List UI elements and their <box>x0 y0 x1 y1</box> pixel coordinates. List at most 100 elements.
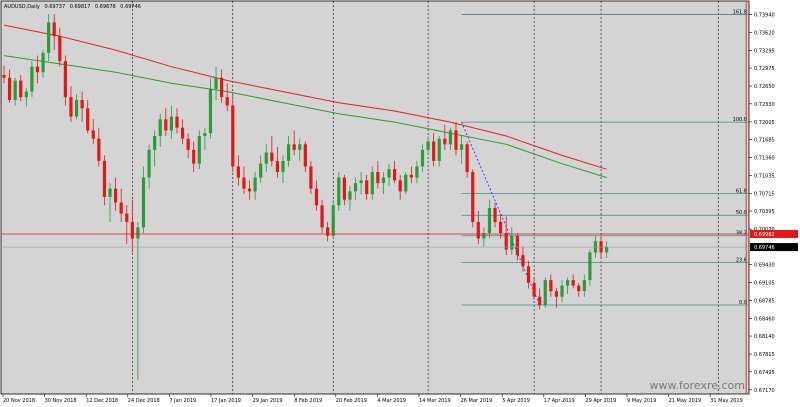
candle-body[interactable] <box>510 235 514 250</box>
candle-body[interactable] <box>515 235 519 256</box>
candle-body[interactable] <box>337 177 341 206</box>
candle-body[interactable] <box>521 255 525 267</box>
candle-body[interactable] <box>538 296 542 306</box>
candle-body[interactable] <box>499 221 503 233</box>
candle-body[interactable] <box>197 135 201 164</box>
candle-body[interactable] <box>80 99 84 109</box>
candle-body[interactable] <box>86 108 90 131</box>
candle-body[interactable] <box>275 160 280 173</box>
candle-body[interactable] <box>348 191 352 200</box>
candle-body[interactable] <box>292 144 296 150</box>
candle-body[interactable] <box>259 163 263 178</box>
candle-body[interactable] <box>398 180 402 192</box>
candle-body[interactable] <box>236 166 240 178</box>
candle-body[interactable] <box>153 135 157 150</box>
candle-body[interactable] <box>465 144 469 173</box>
candle-body[interactable] <box>582 280 586 292</box>
candle-body[interactable] <box>281 160 285 173</box>
candle-body[interactable] <box>147 149 151 178</box>
candle-body[interactable] <box>175 116 179 128</box>
candle-body[interactable] <box>381 177 386 184</box>
candle-body[interactable] <box>415 166 419 178</box>
candle-body[interactable] <box>214 77 218 89</box>
candle-body[interactable] <box>409 174 413 178</box>
candle-body[interactable] <box>24 91 28 98</box>
candle-body[interactable] <box>130 221 134 239</box>
candle-body[interactable] <box>605 246 609 253</box>
candle-body[interactable] <box>326 227 330 236</box>
candle-body[interactable] <box>7 77 12 100</box>
candle-body[interactable] <box>459 144 464 150</box>
candle-body[interactable] <box>549 280 553 292</box>
candle-body[interactable] <box>565 280 570 286</box>
candle-body[interactable] <box>504 232 508 250</box>
candle-body[interactable] <box>158 119 162 136</box>
candle-body[interactable] <box>476 221 480 239</box>
candle-body[interactable] <box>247 188 252 192</box>
candle-body[interactable] <box>108 188 112 197</box>
candle-body[interactable] <box>74 99 79 117</box>
candle-body[interactable] <box>331 205 335 236</box>
candle-body[interactable] <box>270 152 274 161</box>
candle-body[interactable] <box>231 105 235 167</box>
candle-body[interactable] <box>303 144 307 167</box>
candle-body[interactable] <box>376 172 380 184</box>
candle-body[interactable] <box>264 152 268 164</box>
candle-body[interactable] <box>432 141 436 161</box>
candle-body[interactable] <box>52 22 56 37</box>
candle-body[interactable] <box>365 180 369 195</box>
candle-body[interactable] <box>47 22 51 53</box>
candle-body[interactable] <box>136 227 140 239</box>
candle-body[interactable] <box>320 205 324 228</box>
candle-body[interactable] <box>58 36 62 62</box>
candle-body[interactable] <box>102 160 107 197</box>
candle-body[interactable] <box>125 213 129 222</box>
candle-body[interactable] <box>448 130 452 145</box>
candle-body[interactable] <box>35 66 40 73</box>
candle-body[interactable] <box>493 208 497 222</box>
candle-body[interactable] <box>560 285 564 297</box>
candle-body[interactable] <box>69 97 73 117</box>
candle-body[interactable] <box>242 177 246 189</box>
candle-body[interactable] <box>13 80 17 100</box>
candle-body[interactable] <box>532 282 536 297</box>
candle-body[interactable] <box>471 172 475 222</box>
candle-body[interactable] <box>314 188 319 206</box>
candle-body[interactable] <box>588 252 592 281</box>
candle-body[interactable] <box>526 266 531 283</box>
candle-body[interactable] <box>164 119 168 131</box>
candle-body[interactable] <box>225 97 229 106</box>
candle-body[interactable] <box>91 130 95 139</box>
candle-body[interactable] <box>359 180 363 184</box>
candle-body[interactable] <box>2 74 6 78</box>
candle-body[interactable] <box>141 177 146 228</box>
candle-body[interactable] <box>309 166 313 189</box>
candle-body[interactable] <box>97 138 101 161</box>
candle-body[interactable] <box>443 138 447 145</box>
candle-body[interactable] <box>393 169 397 181</box>
candle-body[interactable] <box>420 149 425 167</box>
candle-body[interactable] <box>63 61 67 98</box>
candle-body[interactable] <box>41 52 45 73</box>
candle-body[interactable] <box>220 77 224 98</box>
candle-body[interactable] <box>286 144 291 161</box>
candle-body[interactable] <box>577 285 581 292</box>
candle-body[interactable] <box>208 88 213 134</box>
candle-body[interactable] <box>342 177 346 200</box>
candle-body[interactable] <box>298 144 302 150</box>
candle-body[interactable] <box>543 280 547 306</box>
candle-body[interactable] <box>19 80 23 98</box>
candle-body[interactable] <box>192 149 196 164</box>
plot-area[interactable] <box>0 0 750 395</box>
candle-body[interactable] <box>426 141 430 150</box>
candle-body[interactable] <box>387 169 391 178</box>
candle-body[interactable] <box>482 232 486 239</box>
candle-body[interactable] <box>554 291 559 297</box>
candle-body[interactable] <box>186 138 190 150</box>
candle-body[interactable] <box>119 202 123 214</box>
candle-body[interactable] <box>404 174 408 192</box>
candle-body[interactable] <box>370 172 374 195</box>
candle-body[interactable] <box>454 130 458 150</box>
candle-body[interactable] <box>253 177 257 192</box>
